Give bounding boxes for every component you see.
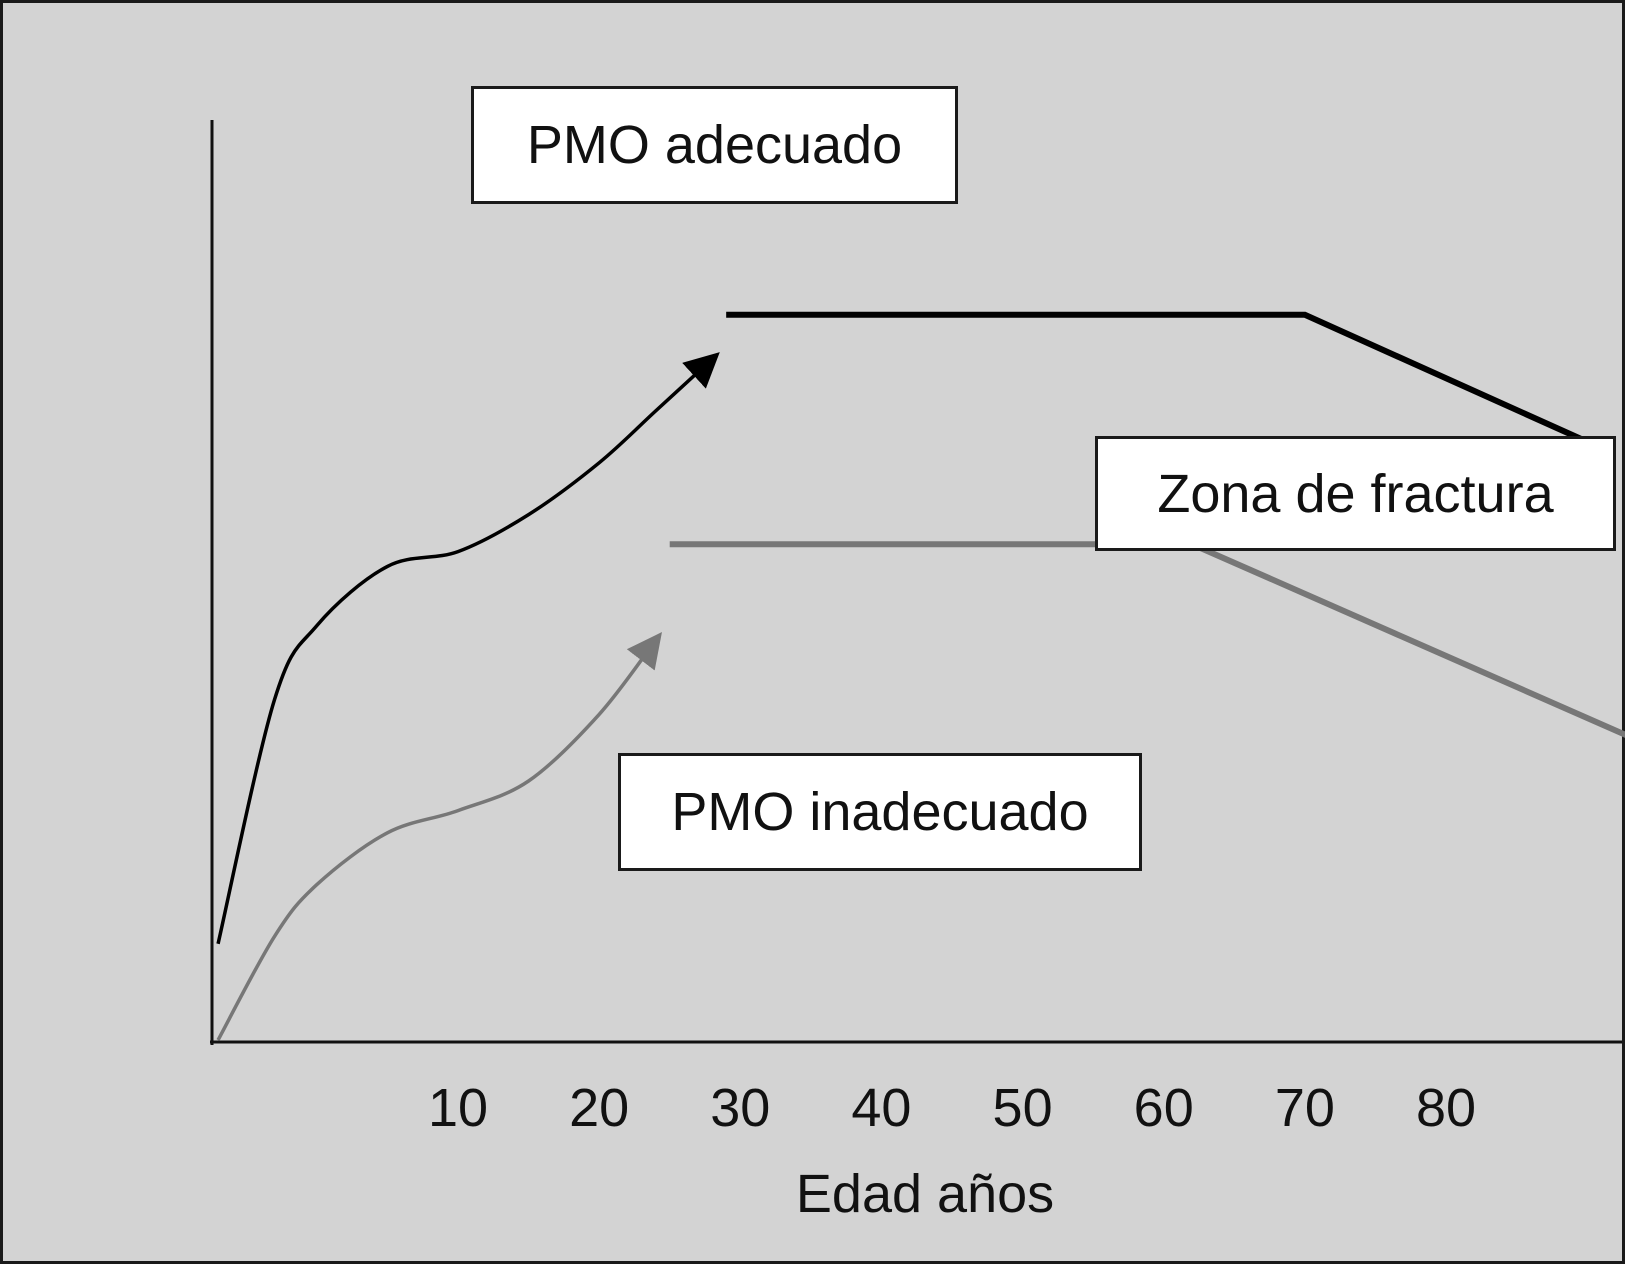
series-inadecuado-growth-curve [216,632,662,1041]
x-tick-labels: 10 20 30 40 50 60 70 80 [428,1078,1476,1138]
x-tick-label: 80 [1416,1078,1476,1138]
x-axis-title: Edad años [796,1164,1054,1224]
x-tick-label: 60 [1134,1078,1194,1138]
series-layer [216,311,1625,1041]
series-adecuado-growth-curve [216,352,720,945]
label-pmo-inadecuado-text: PMO inadecuado [671,782,1089,842]
label-zona-de-fractura-text: Zona de fractura [1157,463,1554,524]
x-tick-label: 50 [993,1078,1053,1138]
x-tick-label: 30 [710,1078,770,1138]
x-tick-label: 20 [569,1078,629,1138]
label-pmo-inadecuado: PMO inadecuado [618,753,1142,871]
label-zona-de-fractura: Zona de fractura [1095,436,1616,551]
series-adecuado-plateau-decline [726,311,1603,451]
label-pmo-adecuado-text: PMO adecuado [526,115,903,175]
label-pmo-adecuado: PMO adecuado [471,86,958,204]
x-tick-label: 70 [1275,1078,1335,1138]
series-inadecuado-plateau-decline [669,541,1625,738]
x-tick-label: 10 [428,1078,488,1138]
x-tick-label: 40 [851,1078,911,1138]
